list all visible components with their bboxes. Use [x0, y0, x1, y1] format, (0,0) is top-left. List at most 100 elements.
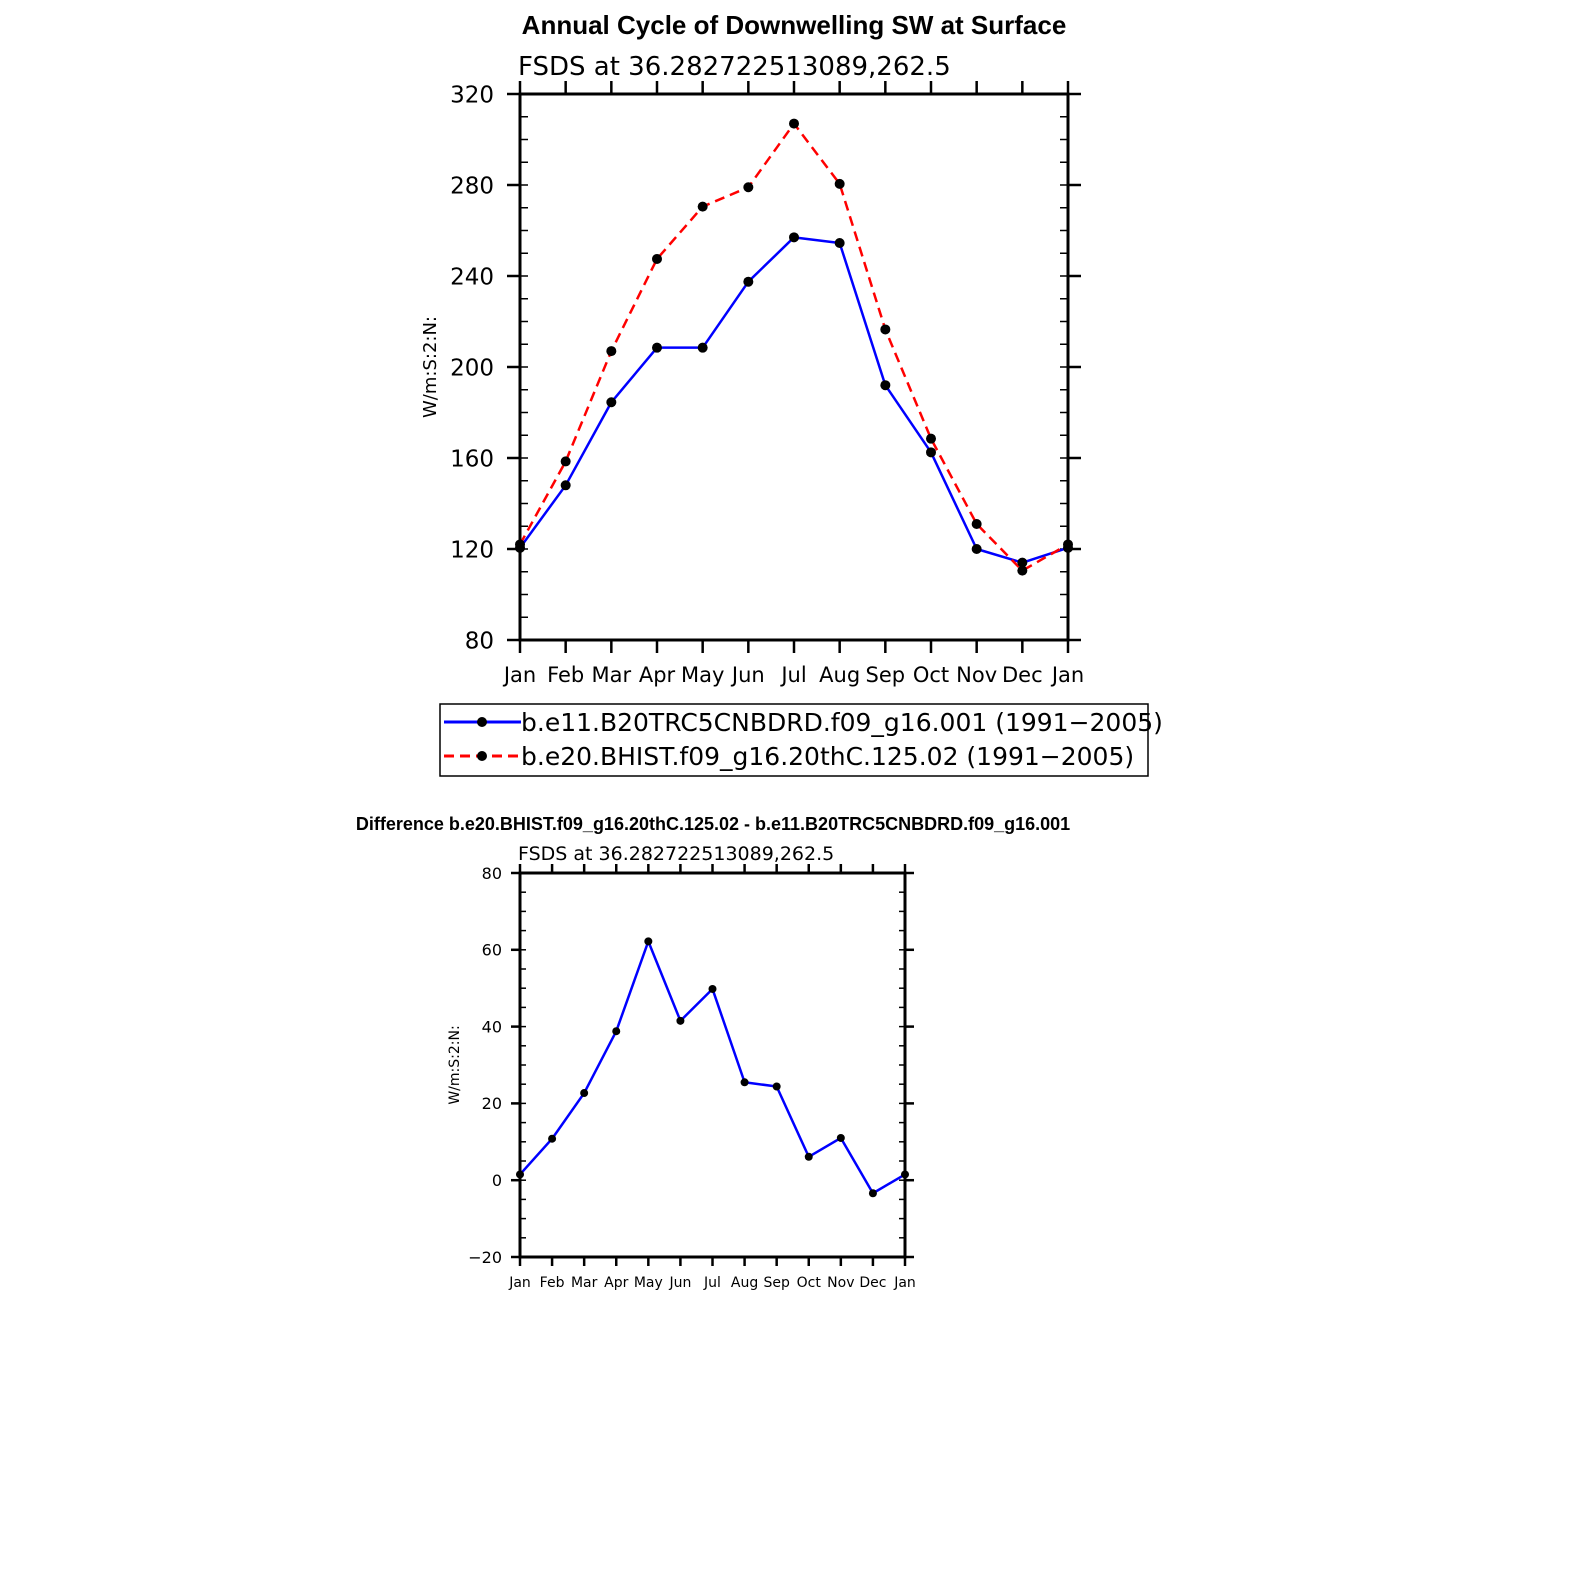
x-tick-label: Nov	[956, 663, 997, 687]
y-tick-label: 320	[450, 82, 494, 108]
chart1-title: Annual Cycle of Downwelling SW at Surfac…	[522, 10, 1067, 40]
data-point-series1	[971, 544, 982, 554]
data-point-series2	[743, 182, 754, 193]
x-tick-label: Apr	[639, 663, 676, 687]
x-tick-label: Aug	[731, 1275, 758, 1291]
chart2-subtitle: FSDS at 36.282722513089,262.5	[518, 843, 834, 865]
data-point-series1	[560, 480, 571, 491]
data-point-series2	[834, 178, 845, 189]
y-tick-label: 160	[450, 446, 494, 472]
x-tick-label: Mar	[571, 1275, 598, 1291]
data-point-series1	[772, 1082, 781, 1091]
difference-chart: Difference b.e20.BHIST.f09_g16.20thC.125…	[356, 814, 1070, 1291]
x-tick-label: Dec	[1002, 663, 1043, 687]
legend-box	[439, 703, 1149, 777]
legend-marker-series2	[477, 751, 487, 761]
y-tick-label: −20	[468, 1248, 502, 1267]
x-tick-label: Oct	[797, 1275, 822, 1291]
x-tick-label: Jan	[502, 663, 536, 687]
y-tick-label: 240	[450, 264, 494, 290]
x-tick-label: Sep	[763, 1275, 790, 1291]
y-tick-label: 120	[450, 537, 494, 563]
data-point-series1	[901, 1170, 909, 1179]
chart1-series	[515, 118, 1073, 576]
x-tick-label: Nov	[827, 1275, 854, 1291]
data-point-series1	[612, 1027, 621, 1036]
x-tick-label: Jul	[703, 1275, 721, 1291]
data-point-series2	[515, 539, 525, 550]
x-tick-label: Feb	[540, 1275, 565, 1291]
series-line-1	[519, 940, 906, 1195]
data-point-series1	[789, 232, 799, 243]
data-point-series2	[926, 433, 936, 444]
data-point-series2	[606, 346, 617, 357]
legend-label-series1: b.e11.B20TRC5CNBDRD.f09_g16.001 (1991−20…	[521, 708, 1163, 737]
x-tick-label: May	[681, 663, 724, 687]
y-tick-label: 200	[450, 355, 494, 381]
data-point-series2	[971, 518, 982, 529]
data-point-series1	[926, 447, 936, 458]
data-point-series1	[652, 342, 662, 353]
chart1-subtitle: FSDS at 36.282722513089,262.5	[518, 52, 951, 82]
data-point-series1	[804, 1152, 813, 1161]
y-tick-label: 60	[482, 941, 502, 960]
data-point-series1	[708, 984, 717, 993]
y-tick-label: 80	[465, 628, 494, 654]
data-point-series2	[1017, 565, 1028, 576]
data-point-series1	[676, 1016, 685, 1025]
chart2-x-tick-labels: Jan Feb Mar Apr May Jun Jul Aug Sep Oct Nov Dec Jan	[508, 1275, 916, 1291]
chart2-ticks	[511, 864, 914, 1266]
data-point-series1	[880, 380, 891, 391]
x-tick-label: Jan	[893, 1275, 916, 1291]
data-point-series2	[652, 253, 662, 264]
chart2-title: Difference b.e20.BHIST.f09_g16.20thC.125…	[356, 814, 1070, 834]
data-point-series1	[868, 1189, 877, 1198]
y-tick-label: 280	[450, 173, 494, 199]
legend-marker-series1	[477, 717, 487, 727]
x-tick-label: Mar	[592, 663, 632, 687]
x-tick-label: Apr	[604, 1275, 628, 1291]
annual-cycle-chart: Annual Cycle of Downwelling SW at Surfac…	[420, 10, 1163, 777]
data-point-series2	[789, 118, 799, 129]
data-point-series1	[743, 276, 754, 287]
chart1-y-axis-label: W/m:S:2:N:	[420, 316, 441, 418]
x-tick-label: Jun	[730, 663, 765, 687]
legend-label-series2: b.e20.BHIST.f09_g16.20thC.125.02 (1991−2…	[521, 742, 1134, 771]
x-tick-label: Sep	[866, 663, 906, 687]
data-point-series1	[644, 937, 653, 946]
data-point-series1	[516, 1170, 524, 1179]
y-tick-label: 40	[482, 1017, 502, 1036]
x-tick-label: Jul	[779, 663, 806, 687]
chart2-plot-frame	[518, 871, 907, 1259]
data-point-series1	[740, 1078, 749, 1087]
data-point-series1	[606, 397, 617, 408]
y-tick-label: 0	[492, 1171, 502, 1190]
data-point-series1	[580, 1089, 589, 1098]
chart1-ticks	[507, 81, 1081, 653]
series-line-1	[518, 236, 1069, 564]
chart1-y-tick-labels: 80 120 160 200 240 280 320	[450, 82, 494, 654]
x-tick-label: May	[634, 1275, 663, 1291]
data-point-series1	[834, 238, 845, 249]
x-tick-label: Dec	[859, 1275, 886, 1291]
x-tick-label: Jun	[668, 1275, 691, 1291]
y-tick-label: 80	[482, 864, 502, 883]
chart1-legend: b.e11.B20TRC5CNBDRD.f09_g16.001 (1991−20…	[439, 703, 1163, 777]
data-point-series2	[697, 201, 708, 212]
series-line-2	[518, 122, 1069, 572]
chart1-x-tick-labels: Jan Feb Mar Apr May Jun Jul Aug Sep Oct Nov Dec Jan	[502, 663, 1084, 687]
chart1-plot-frame	[518, 92, 1070, 642]
chart2-series	[516, 937, 909, 1198]
x-tick-label: Aug	[819, 663, 860, 687]
x-tick-label: Feb	[547, 663, 584, 687]
data-point-series1	[697, 342, 708, 353]
data-point-series2	[880, 324, 891, 335]
y-tick-label: 20	[482, 1094, 502, 1113]
data-point-series2	[560, 456, 571, 467]
x-tick-label: Jan	[1050, 663, 1084, 687]
chart2-y-axis-label: W/m:S:2:N:	[447, 1025, 463, 1104]
chart2-y-tick-labels: −20 0 20 40 60 80	[468, 864, 502, 1267]
x-tick-label: Jan	[508, 1275, 531, 1291]
data-point-series1	[836, 1133, 845, 1142]
